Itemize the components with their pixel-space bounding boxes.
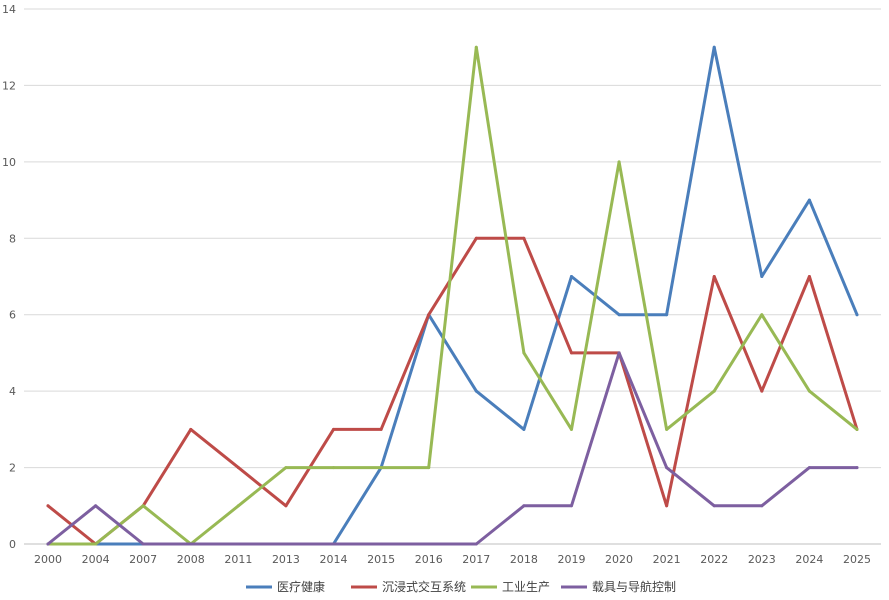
data-point (808, 199, 811, 202)
data-point (760, 313, 763, 316)
legend-item-4: 载具与导航控制 (561, 579, 676, 594)
data-point (808, 390, 811, 393)
data-point (237, 466, 240, 469)
x-tick-label: 2008 (177, 553, 205, 566)
data-point (475, 390, 478, 393)
data-point (475, 543, 478, 546)
data-point (618, 313, 621, 316)
x-axis-ticks: 2000 2004 2007 2008 2011 2013 2014 2015 2016 2017… (34, 553, 871, 566)
x-tick-label: 2023 (748, 553, 776, 566)
data-point (142, 543, 145, 546)
data-point (427, 313, 430, 316)
x-tick-label: 2000 (34, 553, 62, 566)
series-line-4 (48, 353, 857, 544)
data-point (522, 504, 525, 507)
data-point (189, 428, 192, 431)
data-point (380, 466, 383, 469)
x-tick-label: 2014 (320, 553, 348, 566)
data-point (570, 351, 573, 354)
data-point (760, 504, 763, 507)
legend-label: 医疗健康 (277, 579, 325, 594)
x-tick-label: 2017 (462, 553, 490, 566)
data-point (618, 351, 621, 354)
data-point (189, 543, 192, 546)
y-tick-label: 12 (2, 79, 16, 92)
x-tick-label: 2016 (415, 553, 443, 566)
data-point (856, 466, 859, 469)
data-point (332, 466, 335, 469)
series-group (47, 46, 859, 546)
y-tick-label: 10 (2, 156, 16, 169)
data-point (475, 46, 478, 49)
x-tick-label: 2022 (700, 553, 728, 566)
data-point (142, 504, 145, 507)
data-point (47, 504, 50, 507)
y-tick-label: 14 (2, 3, 16, 16)
data-point (380, 428, 383, 431)
legend-label: 沉浸式交互系统 (382, 579, 466, 594)
x-tick-label: 2007 (129, 553, 157, 566)
data-point (237, 504, 240, 507)
data-point (665, 466, 668, 469)
data-point (808, 466, 811, 469)
x-tick-label: 2013 (272, 553, 300, 566)
data-point (284, 543, 287, 546)
series-line-3 (48, 47, 857, 544)
data-point (380, 543, 383, 546)
data-point (522, 428, 525, 431)
y-tick-label: 4 (9, 385, 16, 398)
data-point (808, 275, 811, 278)
legend-item-3: 工业生产 (471, 580, 550, 594)
data-point (522, 351, 525, 354)
data-point (713, 46, 716, 49)
legend-label: 载具与导航控制 (592, 579, 676, 594)
y-tick-label: 6 (9, 309, 16, 322)
data-point (427, 466, 430, 469)
data-point (332, 428, 335, 431)
data-point (570, 428, 573, 431)
data-point (665, 504, 668, 507)
x-tick-label: 2004 (82, 553, 110, 566)
x-tick-label: 2025 (843, 553, 871, 566)
data-point (427, 543, 430, 546)
data-point (665, 313, 668, 316)
legend-item-1: 医疗健康 (246, 579, 325, 594)
data-point (284, 466, 287, 469)
series-line-1 (48, 47, 857, 544)
data-point (856, 313, 859, 316)
data-point (760, 390, 763, 393)
data-point (570, 504, 573, 507)
data-point (94, 504, 97, 507)
data-point (713, 275, 716, 278)
data-point (570, 275, 573, 278)
y-tick-label: 8 (9, 232, 16, 245)
data-point (284, 504, 287, 507)
y-axis-ticks: 0 2 4 6 8 10 12 14 (2, 3, 16, 551)
data-point (665, 428, 668, 431)
legend-item-2: 沉浸式交互系统 (351, 579, 466, 594)
data-point (94, 543, 97, 546)
x-tick-label: 2020 (605, 553, 633, 566)
data-point (475, 237, 478, 240)
data-point (47, 543, 50, 546)
data-point (713, 390, 716, 393)
data-point (332, 543, 335, 546)
x-tick-label: 2021 (653, 553, 681, 566)
x-tick-label: 2024 (795, 553, 823, 566)
data-point (522, 237, 525, 240)
x-tick-label: 2015 (367, 553, 395, 566)
x-tick-label: 2019 (557, 553, 585, 566)
data-point (856, 428, 859, 431)
x-tick-label: 2011 (224, 553, 252, 566)
x-tick-label: 2018 (510, 553, 538, 566)
legend-label: 工业生产 (502, 580, 550, 594)
y-tick-label: 2 (9, 462, 16, 475)
data-point (713, 504, 716, 507)
legend: 医疗健康 沉浸式交互系统 工业生产 载具与导航控制 (246, 579, 676, 594)
y-tick-label: 0 (9, 538, 16, 551)
data-point (237, 543, 240, 546)
data-point (618, 160, 621, 163)
data-point (760, 275, 763, 278)
